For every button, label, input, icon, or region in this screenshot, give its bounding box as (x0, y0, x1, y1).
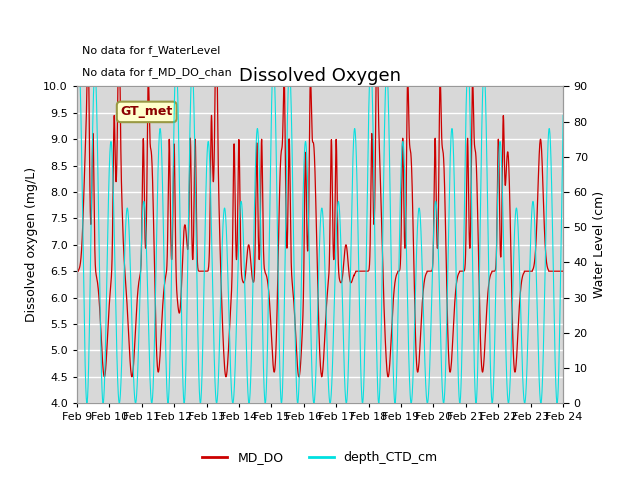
Text: No data for f_MD_DO_chan: No data for f_MD_DO_chan (82, 67, 232, 78)
Y-axis label: Dissolved oxygen (mg/L): Dissolved oxygen (mg/L) (24, 167, 38, 323)
Text: GT_met: GT_met (120, 106, 173, 119)
Y-axis label: Water Level (cm): Water Level (cm) (593, 191, 606, 299)
Text: No data for f_WaterLevel: No data for f_WaterLevel (82, 45, 220, 56)
Title: Dissolved Oxygen: Dissolved Oxygen (239, 67, 401, 85)
Legend: MD_DO, depth_CTD_cm: MD_DO, depth_CTD_cm (197, 446, 443, 469)
